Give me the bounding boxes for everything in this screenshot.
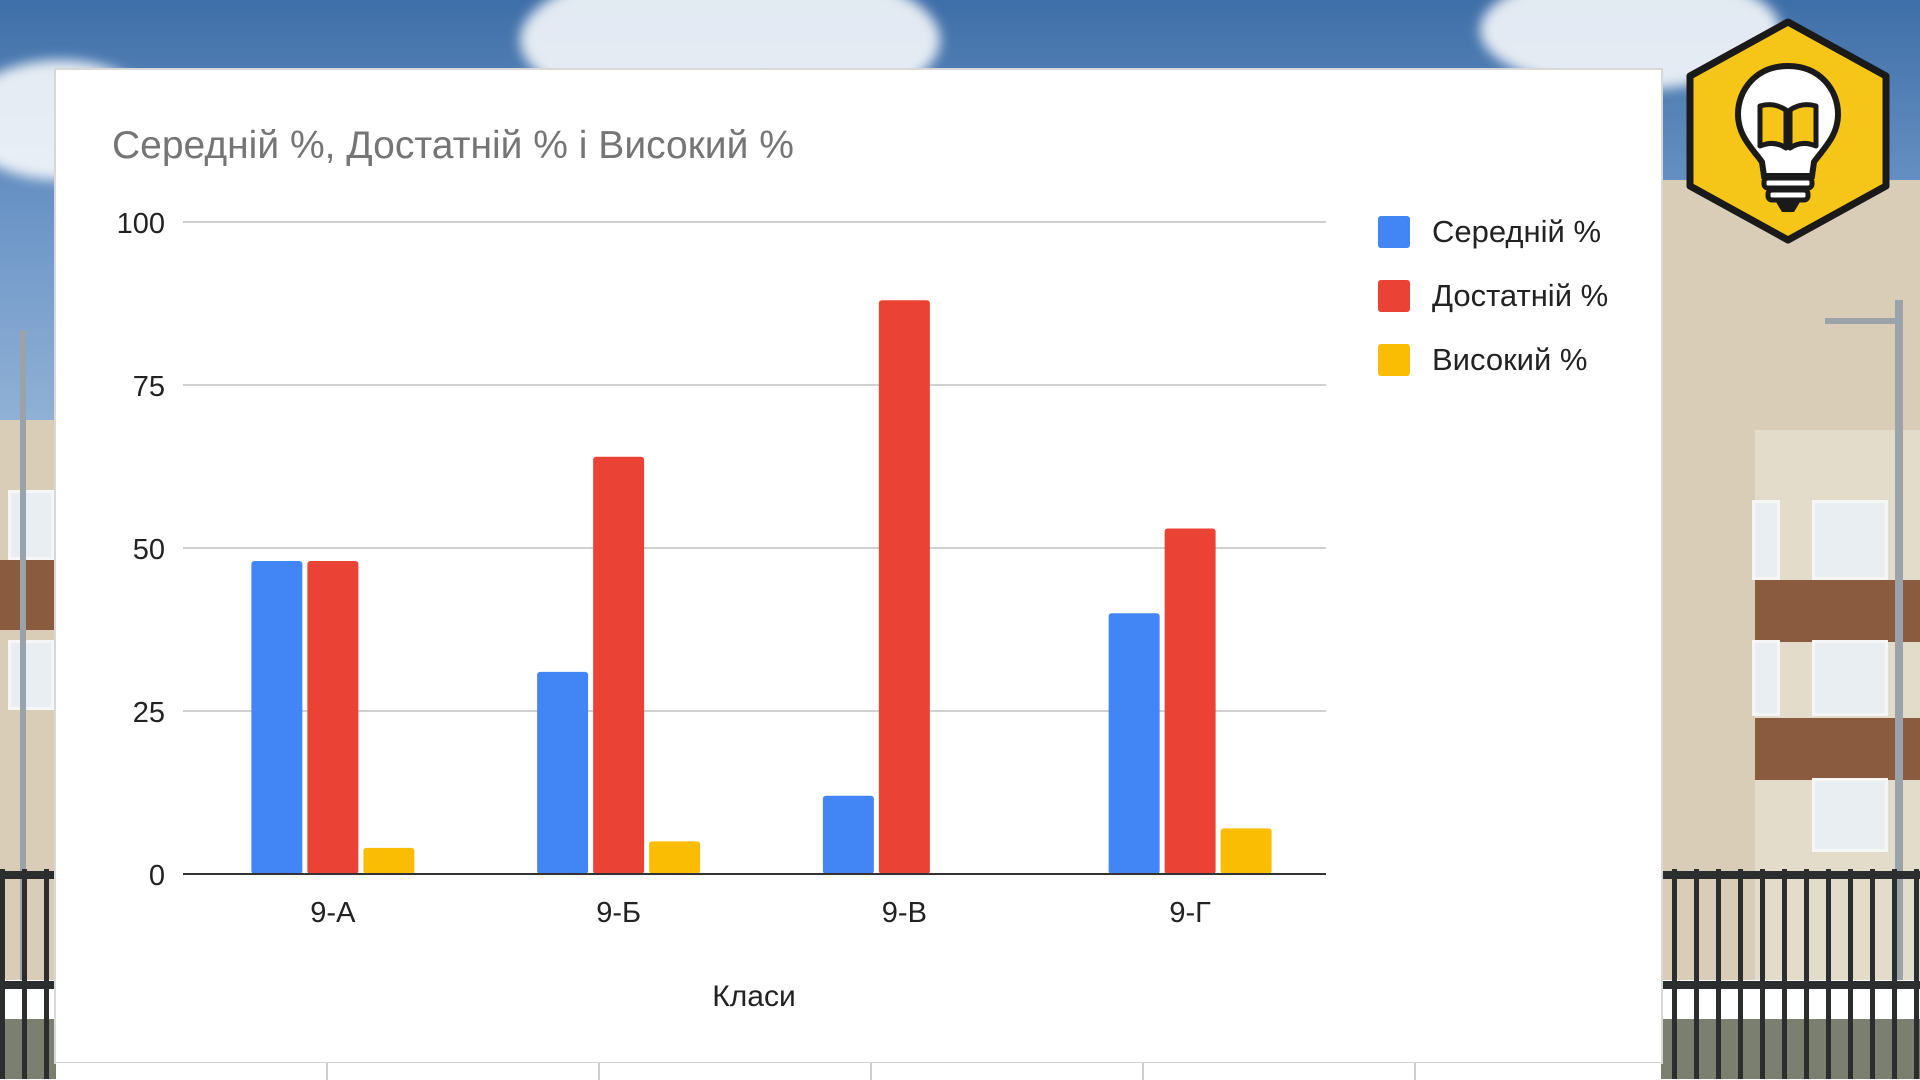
legend-label-dostatnii: Достатній % — [1432, 278, 1609, 313]
bar-9-Б-series-1 — [593, 456, 645, 874]
legend-label-vysokyi: Високий % — [1432, 342, 1588, 377]
y-tick-label: 0 — [149, 860, 165, 892]
y-tick-label: 100 — [117, 208, 165, 240]
chart-legend: Середній % Достатній % Високий % — [1378, 200, 1608, 392]
x-tick-label: 9-Б — [596, 897, 641, 929]
legend-label-serednii: Середній % — [1432, 214, 1602, 249]
bar-9-А-series-2 — [363, 847, 415, 874]
bar-9-Г-series-2 — [1220, 828, 1272, 874]
legend-item-dostatnii: Достатній % — [1378, 264, 1608, 328]
bar-9-А-series-0 — [251, 561, 303, 874]
y-tick-label: 25 — [133, 697, 165, 729]
y-tick-label: 75 — [133, 371, 165, 403]
x-tick-label: 9-А — [310, 897, 356, 929]
bar-9-В-series-0 — [822, 795, 874, 874]
legend-swatch-vysokyi — [1378, 344, 1410, 376]
legend-item-serednii: Середній % — [1378, 200, 1608, 264]
chart-title: Середній %, Достатній % і Високий % — [112, 124, 794, 167]
legend-swatch-serednii — [1378, 216, 1410, 248]
x-axis-title: Класи — [712, 980, 795, 1013]
bar-9-В-series-1 — [878, 300, 930, 874]
y-tick-label: 50 — [133, 534, 165, 566]
spreadsheet-grid-strip — [56, 1062, 1661, 1080]
x-tick-label: 9-В — [882, 897, 927, 929]
legend-swatch-dostatnii — [1378, 280, 1410, 312]
bar-9-Б-series-2 — [649, 841, 701, 874]
x-tick-label: 9-Г — [1169, 897, 1211, 929]
bar-9-Б-series-0 — [537, 671, 589, 874]
legend-item-vysokyi: Високий % — [1378, 328, 1608, 392]
lightbulb-book-icon — [1686, 18, 1890, 244]
bar-9-А-series-1 — [307, 561, 359, 874]
bar-9-Г-series-1 — [1164, 528, 1216, 874]
bar-9-Г-series-0 — [1108, 613, 1160, 874]
